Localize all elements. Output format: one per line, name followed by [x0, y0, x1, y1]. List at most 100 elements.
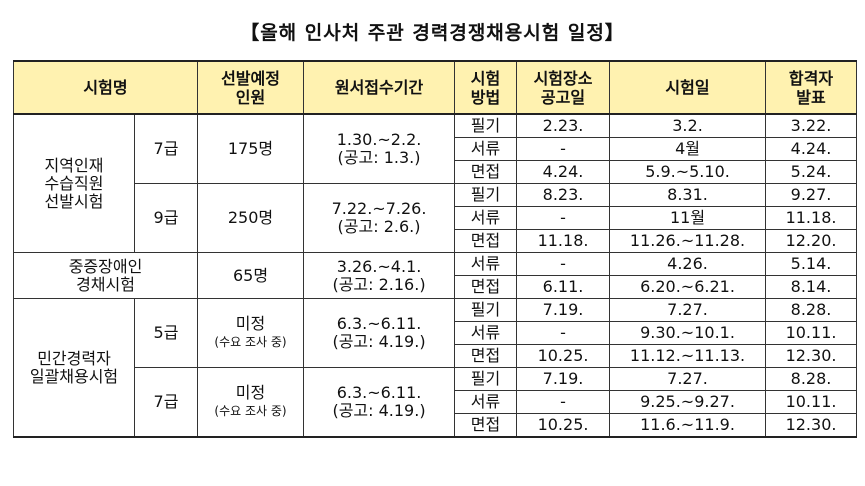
method-cell: 면접	[454, 229, 518, 253]
header-exam-date: 시험일	[609, 60, 767, 115]
method-cell: 서류	[454, 206, 518, 230]
application-period: 6.3.~6.11.	[336, 383, 422, 402]
header-result-line1: 합격자	[788, 68, 834, 88]
application-notice: (공고: 4.19.)	[332, 332, 426, 351]
venue-cell: 8.23.	[516, 183, 611, 207]
date-cell: 11.6.~11.9.	[609, 413, 767, 438]
grade-cell: 7급	[133, 113, 199, 184]
header-quota: 선발예정 인원	[197, 60, 305, 115]
quota-value: 미정	[235, 314, 266, 333]
application-notice: (공고: 2.6.)	[337, 217, 421, 236]
result-cell: 12.20.	[765, 229, 858, 253]
result-cell: 4.24.	[765, 137, 858, 161]
result-cell: 12.30.	[765, 344, 858, 368]
header-quota-line2: 인원	[235, 87, 266, 107]
header-venue: 시험장소 공고일	[516, 60, 611, 115]
table-row: 민간경력자 일괄채용시험 5급 미정 (수요 조사 중) 6.3.~6.11. (공고: 4…	[13, 298, 858, 438]
header-method-line2: 방법	[470, 87, 501, 107]
method-cell: 면접	[454, 275, 518, 299]
method-cell: 서류	[454, 252, 518, 276]
result-cell: 12.30.	[765, 413, 858, 438]
date-cell: 9.25.~9.27.	[609, 390, 767, 414]
venue-cell: 7.19.	[516, 367, 611, 391]
application-period-cell: 6.3.~6.11. (공고: 4.19.)	[303, 298, 456, 368]
header-method-line1: 시험	[470, 68, 501, 88]
method-cell: 서류	[454, 137, 518, 161]
venue-cell: -	[516, 137, 611, 161]
exam-name-cell: 지역인재 수습직원 선발시험	[13, 113, 135, 253]
grade-cell: 9급	[133, 183, 199, 253]
exam-name-cell: 중증장애인 경채시험	[12, 252, 199, 299]
table-row: 면접 10.25. 11.6.~11.9. 12.30.	[14, 413, 858, 438]
table-row: 면접 11.18. 11.26.~11.28. 12.20.	[14, 229, 858, 253]
application-period: 3.26.~4.1.	[336, 256, 422, 276]
date-cell: 4월	[609, 137, 767, 161]
table-row: 7급 미정 (수요 조사 중) 6.3.~6.11. (공고: 4.19.) 필기 7.19…	[14, 367, 858, 438]
quota-value: 미정	[235, 383, 266, 402]
application-notice: (공고: 4.19.)	[332, 401, 426, 420]
result-cell: 10.11.	[765, 390, 858, 414]
table-row: 9급 250명 7.22.~7.26. (공고: 2.6.) 필기 8.23. 8.31. 9…	[14, 183, 858, 253]
header-row: 시험명 선발예정 인원 원서접수기간 시험 방법 시험장소 공고일 시험일 합격…	[12, 60, 858, 115]
method-cell: 면접	[454, 160, 518, 184]
method-cell: 서류	[454, 390, 518, 414]
result-cell: 9.27.	[765, 183, 858, 207]
date-cell: 8.31.	[609, 183, 767, 207]
date-cell: 7.27.	[609, 298, 767, 322]
venue-cell: 10.25.	[516, 413, 611, 438]
method-cell: 면접	[454, 344, 518, 368]
table-body: 지역인재 수습직원 선발시험 7급 175명 1.30.~2.2. (공고: 1.3.) 필기…	[12, 113, 858, 438]
table-row: 서류 -9.25.~9.27. 10.11.	[14, 390, 858, 414]
result-cell: 8.28.	[765, 367, 858, 391]
result-cell: 5.14.	[765, 252, 858, 276]
method-cell: 필기	[454, 183, 518, 207]
header-venue-line2: 공고일	[540, 87, 586, 107]
method-cell: 필기	[454, 113, 518, 138]
table-row: 서류 -9.30.~10.1. 10.11.	[14, 321, 858, 345]
exam-name-line: 일괄채용시험	[29, 366, 119, 386]
date-cell: 7.27.	[609, 367, 767, 391]
quota-cell: 65명	[197, 252, 305, 299]
method-cell: 서류	[454, 321, 518, 345]
application-period: 7.22.~7.26.	[331, 199, 427, 218]
application-period-cell: 3.26.~4.1. (공고: 2.16.)	[303, 252, 456, 299]
exam-name-line: 수습직원	[44, 173, 104, 193]
venue-cell: 6.11.	[516, 275, 611, 299]
header-result-line2: 발표	[796, 87, 826, 107]
venue-cell: 4.24.	[516, 160, 611, 184]
venue-cell: -	[516, 252, 611, 276]
page-title: 【올해 인사처 주관 경력경쟁채용시험 일정】	[240, 22, 625, 44]
date-cell: 9.30.~10.1.	[609, 321, 767, 345]
venue-cell: 7.19.	[516, 298, 611, 322]
grade-cell: 5급	[133, 298, 199, 368]
header-result: 합격자 발표	[765, 60, 858, 115]
result-cell: 10.11.	[765, 321, 858, 345]
exam-name-line: 중증장애인	[68, 256, 143, 276]
venue-cell: 2.23.	[516, 113, 611, 138]
table-row: 면접 4.24. 5.9.~5.10. 5.24.	[14, 160, 858, 184]
quota-value: 175명	[227, 139, 274, 158]
grade-cell: 7급	[133, 367, 199, 438]
quota-cell: 250명	[197, 183, 305, 253]
method-cell: 필기	[454, 367, 518, 391]
application-notice: (공고: 2.16.)	[332, 274, 426, 294]
date-cell: 11월	[609, 206, 767, 230]
venue-cell: 11.18.	[516, 229, 611, 253]
exam-name-line: 민간경력자	[37, 348, 111, 368]
exam-name-line: 경채시험	[76, 274, 135, 294]
date-cell: 6.20.~6.21.	[609, 275, 767, 299]
result-cell: 5.24.	[765, 160, 858, 184]
table-row: 지역인재 수습직원 선발시험 7급 175명 1.30.~2.2. (공고: 1.3.) 필기…	[13, 113, 858, 253]
date-cell: 11.26.~11.28.	[609, 229, 767, 253]
header-application: 원서접수기간	[303, 60, 456, 115]
exam-name-line: 선발시험	[44, 191, 104, 211]
quota-value: 65명	[232, 265, 269, 285]
quota-cell: 175명	[197, 113, 305, 184]
quota-cell: 미정 (수요 조사 중)	[197, 298, 305, 368]
table-row: 면접 6.11. 6.20.~6.21. 8.14.	[14, 275, 858, 299]
exam-name-line: 지역인재	[44, 155, 104, 175]
date-cell: 4.26.	[609, 252, 767, 276]
header-exam-name: 시험명	[12, 60, 199, 115]
date-cell: 11.12.~11.13.	[609, 344, 767, 368]
quota-note: (수요 조사 중)	[214, 404, 287, 418]
